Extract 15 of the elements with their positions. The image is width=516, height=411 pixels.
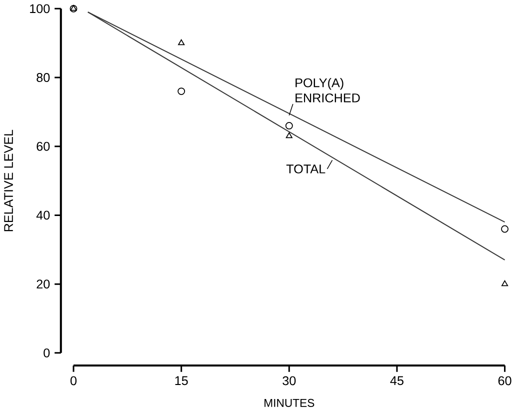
y-tick-label: 100	[30, 4, 50, 14]
y-tick-label: 0	[44, 348, 50, 358]
annotation: TOTAL	[286, 164, 326, 174]
x-tick-label: 15	[175, 376, 188, 386]
x-tick-label: 30	[282, 376, 296, 386]
x-tick-label: 0	[70, 376, 77, 386]
y-tick-label: 40	[36, 210, 50, 220]
y-tick-label: 60	[36, 142, 50, 151]
annotation: POLY(A) ENRICHED	[296, 78, 360, 102]
x-tick-label: 60	[498, 376, 512, 386]
y-tick-label: 20	[36, 280, 50, 288]
x-tick-label: 45	[390, 376, 404, 386]
y-axis-title: RELATIVE LEVEL	[4, 130, 13, 232]
x-axis-title: MINUTES	[264, 398, 314, 407]
y-tick-label: 80	[36, 72, 50, 82]
